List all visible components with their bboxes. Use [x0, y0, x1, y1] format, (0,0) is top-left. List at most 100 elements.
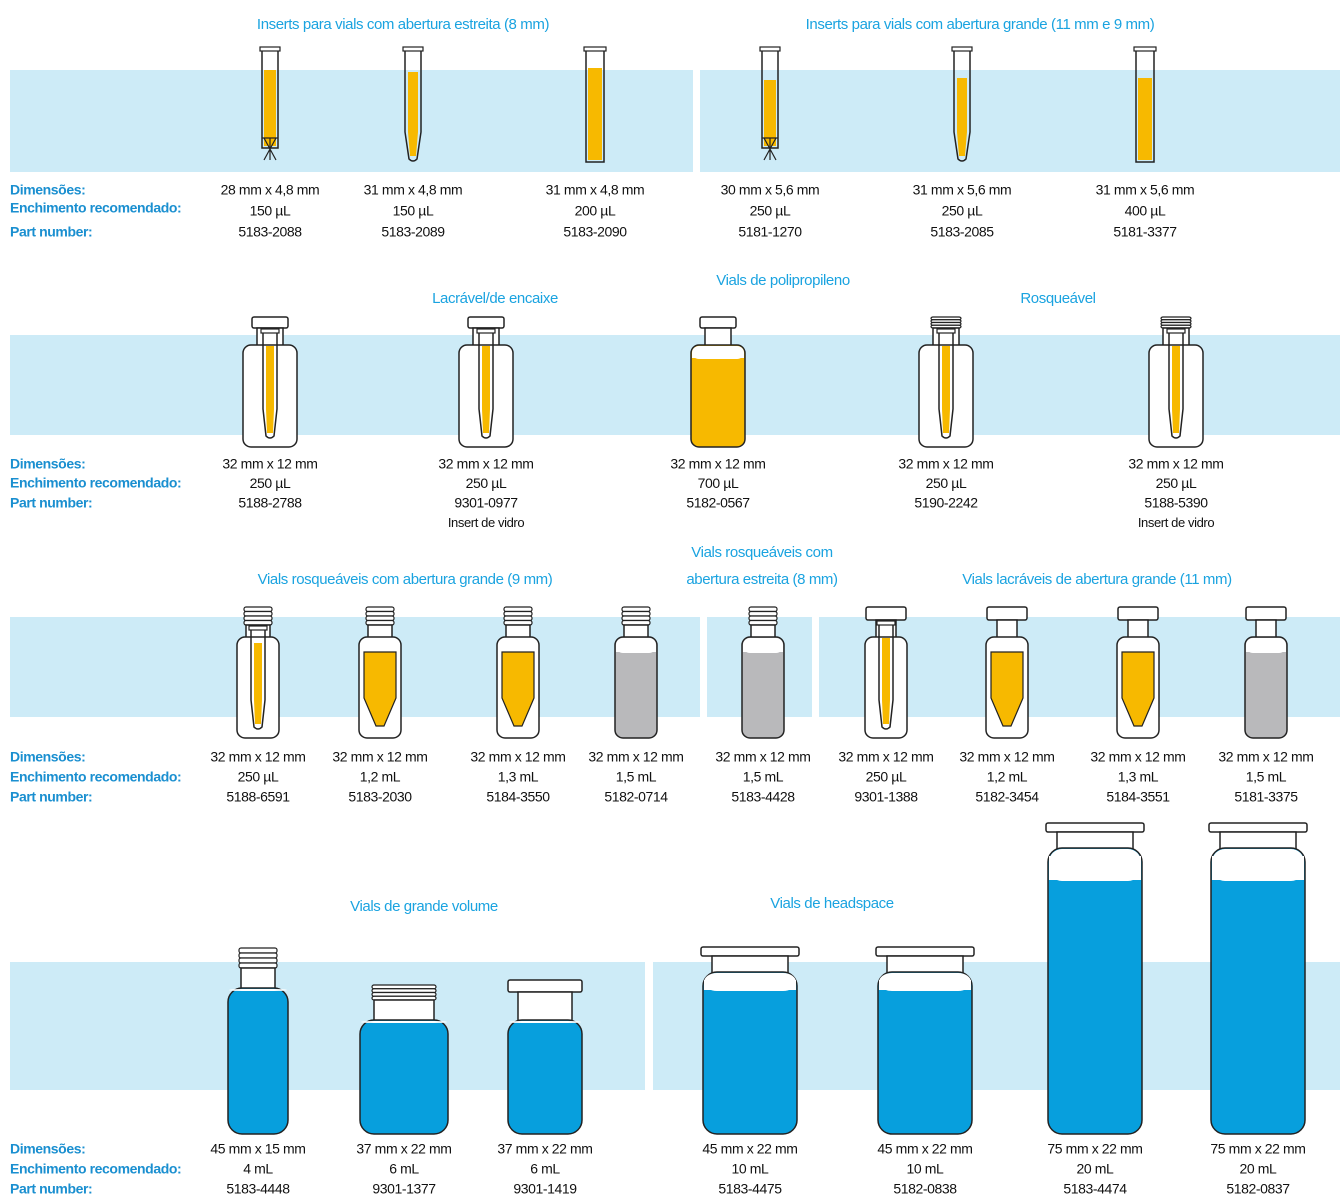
fill: 10 mL: [907, 1161, 945, 1177]
dimensions: 31 mm x 5,6 mm: [1096, 182, 1195, 198]
thread: [504, 616, 532, 621]
crimp-top: [1118, 607, 1158, 620]
insert-fill: [264, 70, 276, 146]
part-number: 5183-4474: [1063, 1181, 1127, 1197]
part-number: 5184-3551: [1106, 789, 1170, 805]
fill: 150 µL: [393, 203, 434, 219]
row-label: Part number:: [10, 495, 92, 511]
fill: 4 mL: [243, 1161, 273, 1177]
part-number: 5188-2788: [238, 495, 302, 511]
dimensions: 75 mm x 22 mm: [1047, 1141, 1142, 1157]
section-title: Vials de grande volume: [350, 898, 498, 915]
crimp-top: [1046, 823, 1144, 832]
crimp-top: [252, 317, 288, 328]
part-number: 5182-0714: [604, 789, 668, 805]
body: [878, 972, 972, 1134]
dimensions: 28 mm x 4,8 mm: [221, 182, 320, 198]
headspace: [361, 1021, 447, 1023]
thread: [622, 607, 650, 612]
dimensions: 32 mm x 12 mm: [1128, 456, 1223, 472]
section-title: Lacrável/de encaixe: [432, 290, 558, 307]
headspace: [616, 645, 656, 652]
insert-fill: [1138, 78, 1152, 160]
part-number: 5183-4448: [226, 1181, 290, 1197]
vial: [1209, 823, 1307, 1134]
fill: 1,5 mL: [1246, 769, 1287, 785]
insert-fill: [254, 643, 262, 724]
crimp-top: [987, 607, 1027, 620]
fill: 20 mL: [1077, 1161, 1115, 1177]
part-number: 5182-0567: [686, 495, 750, 511]
crimp-top: [700, 317, 736, 328]
part-number: 9301-0977: [454, 495, 518, 511]
part-number: 5183-2089: [381, 224, 445, 240]
part-number: 5181-3377: [1113, 224, 1177, 240]
part-number: 5182-0838: [893, 1181, 957, 1197]
part-number: 5183-2030: [348, 789, 412, 805]
band: [700, 70, 1340, 172]
insert-rim: [877, 621, 895, 625]
part-number: 9301-1377: [372, 1181, 436, 1197]
crimp-top: [866, 607, 906, 620]
dimensions: 32 mm x 12 mm: [1218, 749, 1313, 765]
row-label: Enchimento recomendado:: [10, 475, 181, 491]
row-label: Enchimento recomendado:: [10, 1161, 181, 1177]
dimensions: 32 mm x 12 mm: [838, 749, 933, 765]
section-title: abertura estreita (8 mm): [686, 571, 838, 588]
headspace: [692, 353, 744, 358]
part-number: 5183-2085: [930, 224, 994, 240]
row-label: Dimensões:: [10, 749, 85, 765]
crimp-top: [1209, 823, 1307, 832]
band: [10, 335, 1340, 435]
dimensions: 31 mm x 4,8 mm: [364, 182, 463, 198]
band: [10, 617, 700, 717]
insert-fill: [1172, 346, 1180, 433]
row-label: Dimensões:: [10, 1141, 85, 1157]
fill: 200 µL: [575, 203, 616, 219]
insert-rim: [249, 626, 267, 630]
fill: 6 mL: [389, 1161, 419, 1177]
part-number: 5188-6591: [226, 789, 290, 805]
part-number: 9301-1388: [854, 789, 918, 805]
part-number: 5182-0837: [1226, 1181, 1290, 1197]
insert-fill: [408, 72, 418, 156]
part-number: 5183-4428: [731, 789, 795, 805]
vial: [1046, 823, 1144, 1134]
thread: [366, 607, 394, 612]
part-number: 5190-2242: [914, 495, 978, 511]
fill: 250 µL: [238, 769, 279, 785]
dimensions: 32 mm x 12 mm: [210, 749, 305, 765]
body: [1048, 848, 1142, 1134]
thread: [504, 612, 532, 617]
insert-rim: [403, 47, 423, 51]
insert-fill: [482, 346, 490, 433]
insert-rim: [261, 329, 279, 333]
part-number: 5181-3375: [1234, 789, 1298, 805]
insert-rim: [1134, 47, 1156, 51]
insert-fill: [588, 68, 602, 160]
body: [691, 345, 745, 447]
body: [508, 1020, 582, 1134]
dimensions: 32 mm x 12 mm: [1090, 749, 1185, 765]
thread: [239, 948, 277, 953]
fill: 250 µL: [250, 475, 291, 491]
headspace: [704, 980, 796, 990]
thread: [239, 953, 277, 958]
insert-rim: [477, 329, 495, 333]
fill: 250 µL: [1156, 475, 1197, 491]
dimensions: 32 mm x 12 mm: [222, 456, 317, 472]
fill: 1,3 mL: [1118, 769, 1159, 785]
thread: [244, 616, 272, 621]
row-label: Part number:: [10, 224, 92, 240]
dimensions: 32 mm x 12 mm: [959, 749, 1054, 765]
section-title: Vials lacráveis de abertura grande (11 m…: [962, 571, 1232, 588]
crimp-top: [1246, 607, 1286, 620]
insert-rim: [260, 47, 280, 51]
part-number: 5183-2088: [238, 224, 302, 240]
headspace: [1212, 856, 1304, 880]
vial: [508, 980, 582, 1134]
body: [228, 988, 288, 1134]
part-number: 5183-2090: [563, 224, 627, 240]
thread: [749, 607, 777, 612]
thread: [504, 607, 532, 612]
